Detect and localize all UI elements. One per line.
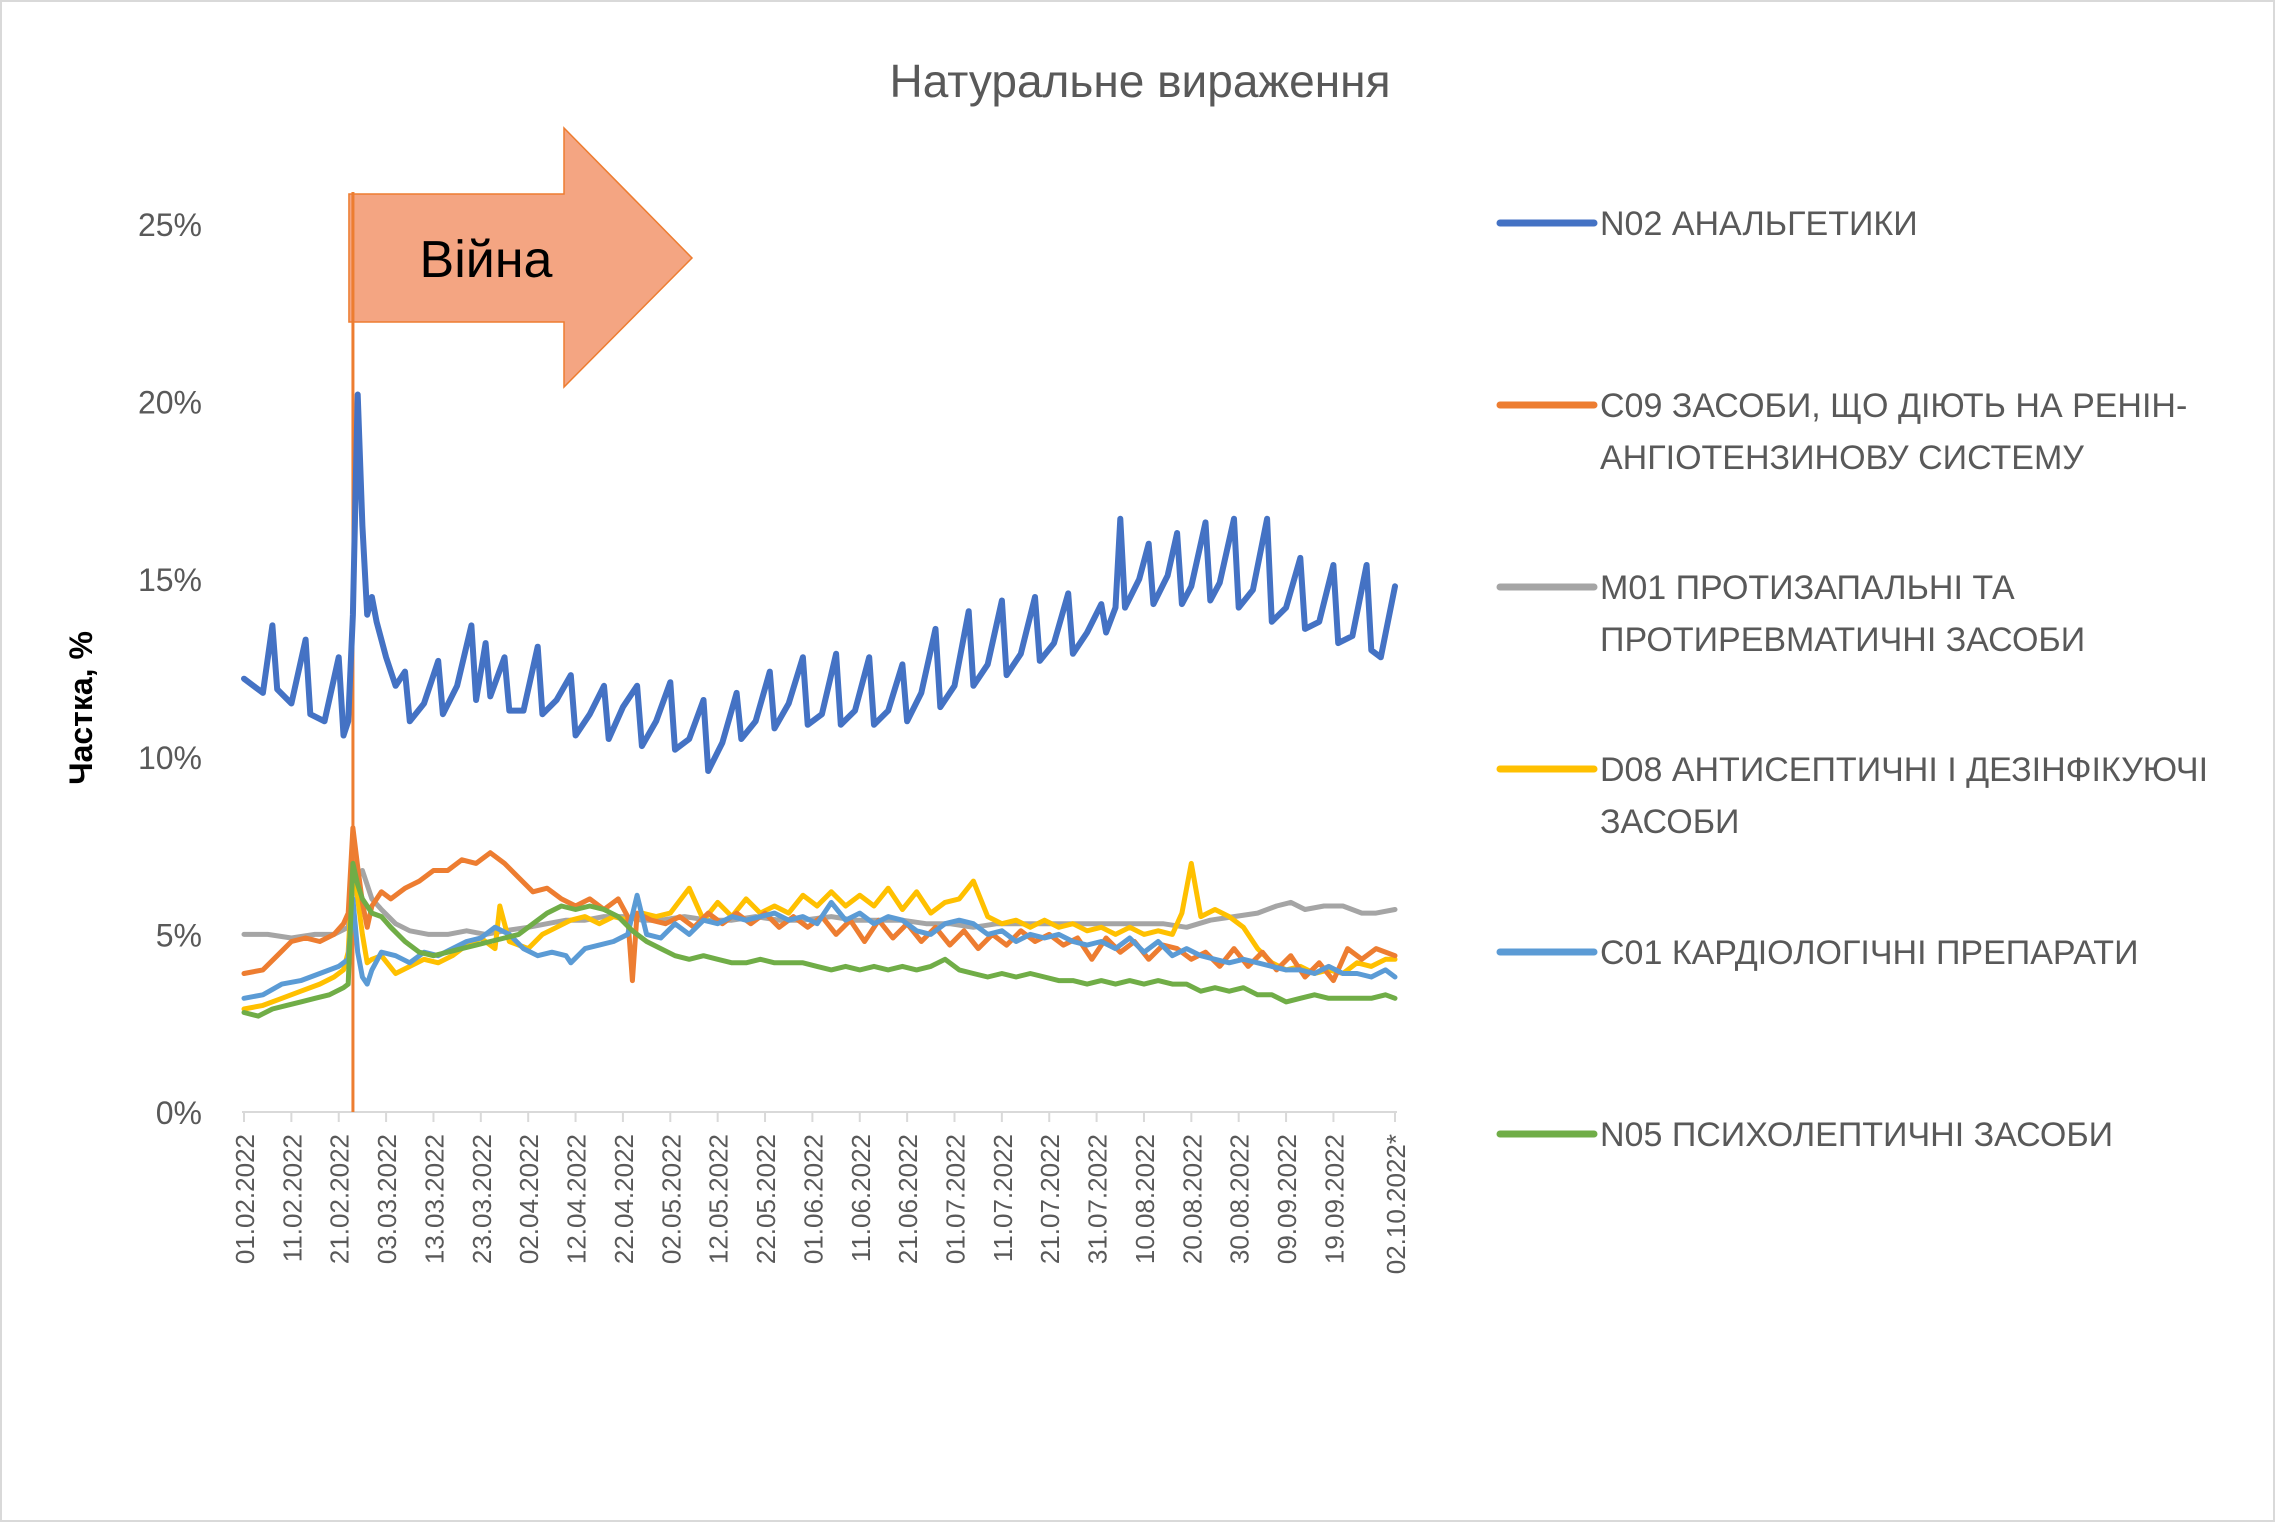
x-tick-label: 01.07.2022: [940, 1134, 970, 1264]
legend-label: M01 ПРОТИЗАПАЛЬНІ ТА ПРОТИРЕВМАТИЧНІ ЗАСО…: [1600, 569, 2085, 659]
x-tick-label: 03.03.2022: [372, 1134, 402, 1264]
legend: N02 АНАЛЬГЕТИКИ C09 ЗАСОБИ, ЩО ДІЮТЬ НА Р…: [1496, 205, 2208, 1154]
x-tick-label: 11.06.2022: [846, 1134, 876, 1262]
y-axis-ticks: 0% 5% 10% 15% 20% 25%: [138, 207, 202, 1131]
x-tick-label: 21.06.2022: [893, 1134, 923, 1264]
x-tick-label: 12.04.2022: [562, 1134, 592, 1264]
x-tick-label: 20.08.2022: [1177, 1134, 1207, 1264]
x-tick-label: 02.10.2022*: [1381, 1134, 1411, 1274]
x-tick-label: 09.09.2022: [1272, 1134, 1302, 1264]
y-tick-label: 15%: [138, 562, 202, 598]
x-tick-label: 22.05.2022: [751, 1134, 781, 1264]
y-axis-label: Частка, %: [63, 631, 99, 785]
y-tick-label: 5%: [156, 917, 202, 953]
x-tick-label: 02.05.2022: [656, 1134, 686, 1264]
y-tick-label: 0%: [156, 1095, 202, 1131]
y-tick-label: 10%: [138, 740, 202, 776]
x-tick-label: 01.02.2022: [230, 1134, 260, 1264]
series-line-5: [241, 892, 1398, 1001]
x-tick-label: 22.04.2022: [609, 1134, 639, 1264]
war-arrow: [348, 126, 694, 389]
legend-label: C09 ЗАСОБИ, ЩО ДІЮТЬ НА РЕНІН-АНГІОТЕНЗИ…: [1600, 387, 2187, 477]
war-annotation: Війна: [348, 126, 694, 1112]
x-tick-label: 19.09.2022: [1319, 1134, 1349, 1264]
y-tick-label: 25%: [138, 207, 202, 243]
legend-label: C01 КАРДІОЛОГІЧНІ ПРЕПАРАТИ: [1600, 934, 2139, 972]
war-label: Війна: [420, 231, 553, 289]
series-line-4: [241, 860, 1398, 1012]
legend-label: N05 ПСИХОЛЕПТИЧНІ ЗАСОБИ: [1600, 1116, 2113, 1154]
series-line-1: [241, 391, 1398, 774]
x-tick-label: 21.02.2022: [325, 1134, 355, 1264]
x-tick-label: 31.07.2022: [1083, 1134, 1113, 1264]
x-tick-label: 01.06.2022: [798, 1134, 828, 1264]
legend-label: D08 АНТИСЕПТИЧНІ І ДЕЗІНФІКУЮЧІ ЗАСОБИ: [1600, 751, 2208, 841]
x-tick-label: 30.08.2022: [1225, 1134, 1255, 1264]
series-line-2: [241, 825, 1398, 984]
x-tick-label: 10.08.2022: [1130, 1134, 1160, 1264]
x-tick-label: 13.03.2022: [419, 1134, 449, 1264]
x-axis: 01.02.2022 11.02.2022 21.02.2022 03.03.2022…: [230, 1111, 1411, 1274]
x-tick-label: 11.07.2022: [988, 1134, 1018, 1262]
chart-title: Натуральне вираження: [890, 55, 1391, 107]
y-tick-label: 20%: [138, 385, 202, 421]
legend-label: N02 АНАЛЬГЕТИКИ: [1600, 205, 1918, 243]
x-tick-label: 02.04.2022: [514, 1134, 544, 1264]
series-line-6: [241, 860, 1398, 1019]
x-tick-label: 11.02.2022: [277, 1134, 307, 1262]
x-tick-label: 21.07.2022: [1035, 1134, 1065, 1264]
x-tick-label: 23.03.2022: [467, 1134, 497, 1264]
x-tick-label: 12.05.2022: [704, 1134, 734, 1264]
series-lines: [241, 391, 1398, 1019]
